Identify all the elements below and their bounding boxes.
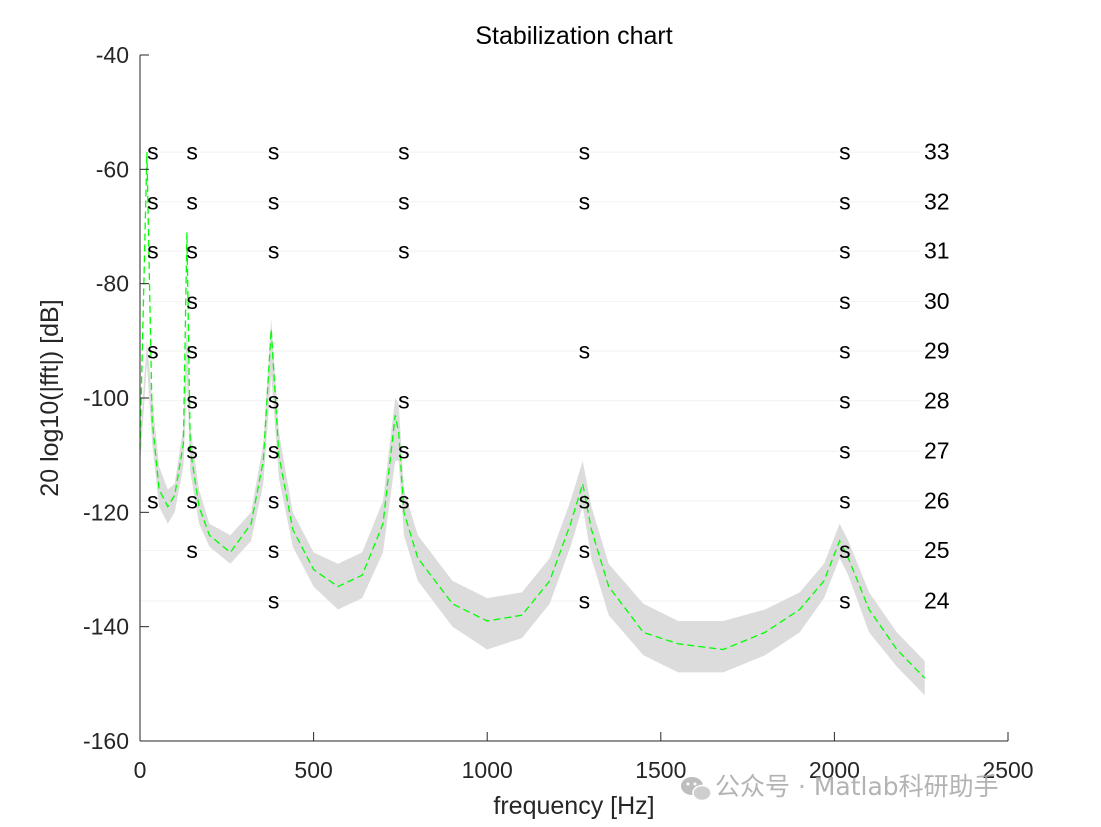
psd-band xyxy=(140,318,925,696)
frf-line xyxy=(139,152,926,679)
stability-marker: s xyxy=(147,338,159,364)
model-order-label: 33 xyxy=(924,139,950,165)
watermark-text: 公众号 · Matlab科研助手 xyxy=(715,772,999,801)
model-order-label: 31 xyxy=(924,238,950,264)
stability-marker: s xyxy=(839,238,851,264)
x-tick-label: 2500 xyxy=(982,757,1033,783)
stability-marker: s xyxy=(147,238,159,264)
stability-marker: s xyxy=(268,487,280,513)
y-tick-label: -140 xyxy=(83,614,129,640)
stability-marker: s xyxy=(398,238,410,264)
y-tick-label: -40 xyxy=(96,42,129,68)
y-tick-label: -120 xyxy=(83,499,129,525)
model-order-label: 27 xyxy=(924,438,950,464)
model-order-label: 32 xyxy=(924,188,950,214)
y-tick-label: -80 xyxy=(96,271,129,297)
stability-marker: s xyxy=(186,238,198,264)
stability-marker: s xyxy=(147,139,159,165)
stability-marker: s xyxy=(268,238,280,264)
x-tick-label: 2000 xyxy=(809,757,860,783)
stability-marker: s xyxy=(839,587,851,613)
watermark: 公众号 · Matlab科研助手 xyxy=(681,772,999,802)
y-tick-label: -60 xyxy=(96,156,129,182)
stability-marker: s xyxy=(186,487,198,513)
model-order-label: 24 xyxy=(924,587,950,613)
stability-marker: s xyxy=(839,487,851,513)
y-tick-label: -100 xyxy=(83,385,129,411)
stability-marker: s xyxy=(186,438,198,464)
stability-marker: s xyxy=(579,487,591,513)
stability-marker: s xyxy=(398,487,410,513)
stability-marker: s xyxy=(839,438,851,464)
stability-marker: s xyxy=(268,139,280,165)
stability-marker: s xyxy=(398,139,410,165)
model-order-label: 25 xyxy=(924,537,950,563)
stability-marker: s xyxy=(579,338,591,364)
stability-marker: s xyxy=(579,188,591,214)
stability-marker: s xyxy=(186,338,198,364)
stability-marker: s xyxy=(268,587,280,613)
stability-marker: s xyxy=(839,288,851,314)
stability-marker: s xyxy=(147,188,159,214)
stability-marker: s xyxy=(186,288,198,314)
x-tick-label: 1500 xyxy=(635,757,686,783)
stability-marker: s xyxy=(268,537,280,563)
chart-title: Stabilization chart xyxy=(475,22,672,50)
stability-marker: s xyxy=(579,139,591,165)
model-order-label: 29 xyxy=(924,338,950,364)
y-tick-label: -160 xyxy=(83,728,129,754)
x-axis-label: frequency [Hz] xyxy=(493,792,654,820)
model-order-label: 30 xyxy=(924,288,950,314)
stability-marker: s xyxy=(579,587,591,613)
model-order-label: 28 xyxy=(924,387,950,413)
stability-marker: s xyxy=(839,387,851,413)
stability-marker: s xyxy=(398,188,410,214)
y-axis-label: 20 log10(|fft|) [dB] xyxy=(36,299,64,496)
stability-marker: s xyxy=(186,188,198,214)
x-tick-label: 1000 xyxy=(462,757,513,783)
stability-marker: s xyxy=(186,537,198,563)
stability-marker: s xyxy=(268,387,280,413)
stability-marker: s xyxy=(398,438,410,464)
stability-marker: s xyxy=(268,438,280,464)
model-order-label: 26 xyxy=(924,487,950,513)
stability-marker: s xyxy=(839,537,851,563)
x-tick-label: 0 xyxy=(134,757,147,783)
wechat-icon xyxy=(681,777,712,802)
x-tick-label: 500 xyxy=(294,757,332,783)
stability-marker: s xyxy=(186,139,198,165)
stability-marker: s xyxy=(147,487,159,513)
stability-marker: s xyxy=(839,188,851,214)
stability-marker: s xyxy=(579,537,591,563)
stability-marker: s xyxy=(398,387,410,413)
stability-marker: s xyxy=(186,387,198,413)
stability-marker: s xyxy=(839,139,851,165)
stability-marker: s xyxy=(839,338,851,364)
stability-marker: s xyxy=(268,188,280,214)
